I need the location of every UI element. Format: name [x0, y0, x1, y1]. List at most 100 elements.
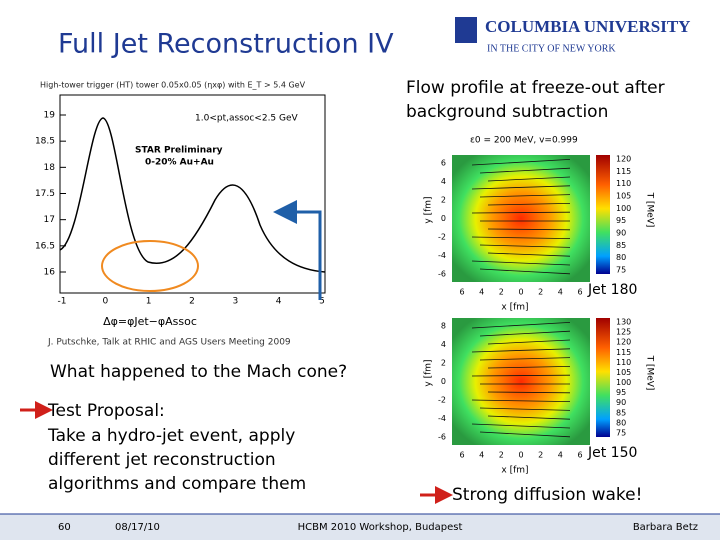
colorbar-tick-label: 125: [616, 328, 631, 337]
y-tick-label: -6: [438, 433, 446, 442]
slide-title: Full Jet Reconstruction IV: [58, 29, 394, 60]
flow-arrow: [479, 194, 571, 198]
x-tick-label: 0: [518, 451, 523, 460]
flow-arrow: [487, 176, 571, 182]
credit: J. Putschke, Talk at RHIC and AGS Users …: [47, 338, 291, 348]
right-heading-1: Flow profile at freeze-out after backgrou…: [406, 78, 665, 122]
preliminary-label: STAR Preliminary: [135, 146, 223, 156]
flow-arrow: [471, 423, 571, 429]
colorbar-tick-label: 130: [616, 318, 631, 327]
colorbar-tick-label: 75: [616, 266, 626, 275]
y-tick-label: 16: [44, 268, 56, 278]
x-axis-label: x [fm]: [501, 303, 528, 313]
x-tick-label: 1: [146, 297, 152, 307]
flow-arrow: [471, 185, 571, 190]
footer-date: 08/17/10: [115, 522, 160, 533]
x-tick-label: 6: [577, 451, 582, 460]
colorbar-tick-label: 105: [616, 192, 631, 201]
y-axis-label: y [fm]: [424, 196, 434, 223]
y-tick-label: 16.5: [35, 241, 55, 251]
footer-author: Barbara Betz: [633, 522, 698, 533]
y-tick-label: 4: [441, 340, 446, 349]
logo-crown: [455, 17, 477, 43]
y-tick-label: -4: [438, 251, 446, 260]
colorbar-tick-label: 95: [616, 216, 626, 225]
flow-arrow: [487, 228, 571, 231]
flow-arrow: [487, 252, 571, 257]
colorbar-tick-label: 120: [616, 338, 631, 347]
colorbar-tick-label: 75: [616, 429, 626, 438]
panel-caption: Jet 150: [587, 445, 637, 461]
colorbar: [596, 318, 610, 437]
y-tick-label: -4: [438, 414, 446, 423]
flow-arrow: [471, 260, 571, 266]
flow-arrow: [479, 407, 571, 411]
colorbar-tick-label: 120: [616, 155, 631, 164]
y-tick-label: 2: [441, 359, 446, 368]
flow-arrow: [479, 330, 571, 337]
panel-caption: Jet 180: [587, 282, 637, 298]
fit-curve: [59, 117, 326, 273]
x-tick-label: 0: [518, 288, 523, 297]
colorbar-tick-label: 80: [616, 418, 626, 427]
flow-arrow: [487, 203, 571, 206]
logo-name: COLUMBIA UNIVERSITY: [485, 17, 690, 36]
x-tick-label: 5: [319, 297, 325, 307]
flow-arrow: [471, 348, 571, 353]
x-tick-label: 4: [276, 297, 282, 307]
flow-arrow: [479, 268, 571, 275]
x-tick-label: 4: [479, 288, 484, 297]
x-tick-label: 2: [538, 288, 543, 297]
wake-note: Strong diffusion wake!: [452, 485, 642, 505]
flow-arrow: [479, 167, 571, 174]
colorbar-label: T [MeV]: [645, 355, 655, 391]
y-tick-label: 0: [441, 377, 446, 386]
colorbar-tick-label: 100: [616, 204, 631, 213]
centrality-label: 0-20% Au+Au: [145, 158, 214, 168]
x-tick-label: 3: [232, 297, 238, 307]
colorbar: [596, 155, 610, 274]
flow-arrow: [471, 159, 571, 166]
x-tick-label: 0: [102, 297, 108, 307]
colorbar-tick-label: 100: [616, 378, 631, 387]
flow-arrow: [471, 236, 571, 239]
y-tick-label: 8: [441, 322, 446, 331]
plot-frame: [59, 94, 326, 294]
x-axis-label: x [fm]: [501, 466, 528, 476]
question: What happened to the Mach cone?: [50, 362, 347, 382]
logo-subtitle: IN THE CITY OF NEW YORK: [487, 43, 616, 54]
y-tick-label: -2: [438, 396, 446, 405]
x-tick-label: 2: [499, 451, 504, 460]
proposal-text: Take a hydro-jet event, apply different j…: [47, 426, 306, 494]
y-tick-label: -2: [438, 233, 446, 242]
colorbar-tick-label: 95: [616, 388, 626, 397]
x-tick-label: 2: [499, 288, 504, 297]
flow-arrow: [479, 244, 571, 248]
x-tick-label: 2: [189, 297, 195, 307]
plot-caption: High-tower trigger (HT) tower 0.05x0.05 …: [40, 81, 306, 90]
colorbar-tick-label: 110: [616, 179, 631, 188]
y-tick-label: 19: [44, 111, 56, 121]
flow-arrow: [487, 391, 571, 394]
panel-title: ε0 = 200 MeV, v=0.999: [470, 136, 578, 146]
y-tick-label: 6: [441, 159, 446, 168]
footer-bar: [0, 514, 720, 540]
range-label: 1.0<pt,assoc<2.5 GeV: [195, 114, 299, 124]
flow-arrow: [487, 366, 571, 369]
colorbar-tick-label: 115: [616, 348, 631, 357]
flow-arrow: [471, 374, 571, 377]
x-tick-label: -1: [58, 297, 67, 307]
x-tick-label: 6: [459, 451, 464, 460]
logo: COLUMBIA UNIVERSITY IN THE CITY OF NEW Y…: [455, 17, 690, 54]
y-tick-label: 18: [44, 163, 56, 173]
colorbar-tick-label: 90: [616, 229, 626, 238]
proposal-title: Test Proposal:: [47, 401, 165, 421]
flow-arrow: [471, 211, 571, 214]
x-tick-label: 4: [558, 451, 563, 460]
footer-event: HCBM 2010 Workshop, Budapest: [298, 522, 463, 533]
flow-arrow: [471, 399, 571, 402]
y-tick-label: 2: [441, 196, 446, 205]
flow-arrow: [487, 339, 571, 345]
colorbar-tick-label: 90: [616, 398, 626, 407]
y-tick-label: 17.5: [35, 189, 55, 199]
